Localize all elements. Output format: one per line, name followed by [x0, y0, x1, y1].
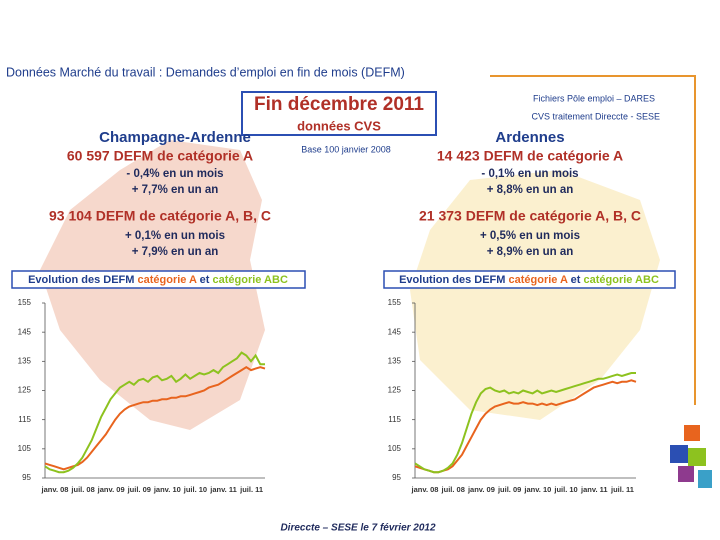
y-tick-label: 145 [388, 327, 402, 336]
x-tick-label: janv. 10 [523, 485, 551, 494]
chart-title: Evolution des DEFM catégorie A et catégo… [28, 274, 288, 286]
x-tick-label: juil. 10 [183, 485, 207, 494]
x-tick-label: juil. 10 [553, 485, 577, 494]
y-tick-label: 145 [18, 327, 32, 336]
y-tick-label: 115 [388, 415, 401, 424]
y-tick-label: 125 [18, 386, 32, 395]
title-box [241, 91, 437, 136]
x-tick-label: janv. 09 [97, 485, 125, 494]
chart-title-box [11, 270, 306, 289]
department-map [410, 170, 660, 420]
header-rule [490, 75, 696, 405]
x-tick-label: juil. 11 [239, 485, 263, 494]
box-title: Fin décembre 2011 [254, 94, 424, 115]
chart-title-box [383, 270, 676, 289]
chart-title: Evolution des DEFM catégorie A et catégo… [399, 274, 659, 286]
header-title: Données Marché du travail : Demandes d’e… [6, 65, 405, 79]
x-tick-label: juil. 08 [441, 485, 465, 494]
count-a: 14 423 DEFM de catégorie A [437, 148, 623, 164]
count-abc: 93 104 DEFM de catégorie A, B, C [49, 208, 271, 224]
x-tick-label: janv. 11 [209, 485, 237, 494]
series-line [414, 372, 636, 474]
change: + 7,9% en un an [132, 246, 219, 258]
change: + 8,8% en un an [487, 184, 574, 196]
logo [670, 425, 712, 488]
footer: Direccte – SESE le 7 février 2012 [280, 523, 436, 534]
y-tick-label: 155 [18, 298, 32, 307]
y-tick-label: 95 [22, 473, 31, 482]
x-tick-label: juil. 09 [497, 485, 521, 494]
region-name: Champagne-Ardenne [99, 129, 251, 146]
legend-entry: catégorie ABC [584, 274, 659, 286]
change: - 0,1% en un mois [481, 168, 578, 180]
x-tick-label: janv. 10 [153, 485, 181, 494]
source: Fichiers Pôle emploi – DARES [533, 93, 655, 103]
chart-title-text: Evolution des DEFM [399, 274, 505, 286]
box-subtitle: données CVS [297, 118, 381, 133]
count-a: 60 597 DEFM de catégorie A [67, 148, 253, 164]
y-tick-label: 105 [18, 444, 32, 453]
y-tick-label: 95 [392, 473, 401, 482]
x-tick-label: janv. 11 [580, 485, 608, 494]
legend-entry: catégorie A [509, 274, 569, 286]
chart-title-text: Evolution des DEFM [28, 274, 134, 286]
x-tick-label: juil. 09 [127, 485, 151, 494]
chart-title-text: et [200, 274, 210, 286]
change: + 0,5% en un mois [480, 230, 580, 242]
source: CVS traitement Direccte - SESE [531, 111, 660, 121]
y-tick-label: 135 [388, 356, 402, 365]
x-tick-label: juil. 11 [610, 485, 634, 494]
x-tick-label: janv. 08 [41, 485, 69, 494]
series-line [414, 379, 637, 474]
y-tick-label: 125 [388, 386, 402, 395]
count-abc: 21 373 DEFM de catégorie A, B, C [419, 208, 641, 224]
x-tick-label: juil. 08 [70, 485, 94, 494]
chart-title-text: et [571, 274, 581, 286]
change: + 7,7% en un an [132, 184, 219, 196]
legend-entry: catégorie A [138, 274, 198, 286]
change: + 8,9% en un an [487, 246, 574, 258]
legend-entry: catégorie ABC [213, 274, 288, 286]
y-tick-label: 135 [18, 356, 32, 365]
series-line [44, 366, 266, 471]
y-tick-label: 115 [18, 415, 31, 424]
x-tick-label: janv. 09 [467, 485, 495, 494]
x-tick-label: janv. 08 [411, 485, 439, 494]
y-tick-label: 155 [388, 298, 402, 307]
series-line [44, 351, 265, 474]
change: + 0,1% en un mois [125, 230, 225, 242]
region-name: Ardennes [495, 129, 564, 146]
change: - 0,4% en un mois [126, 168, 223, 180]
base-note: Base 100 janvier 2008 [301, 144, 391, 154]
y-tick-label: 105 [388, 444, 402, 453]
